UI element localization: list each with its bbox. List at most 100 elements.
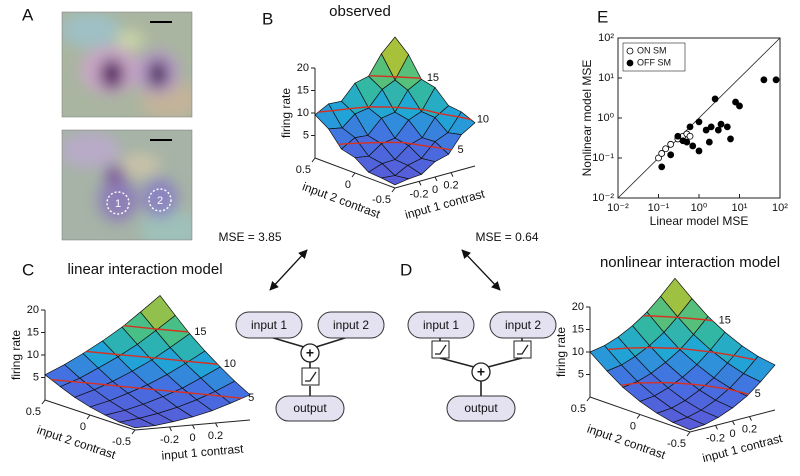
contour-line xyxy=(338,141,452,151)
receptive-field-image xyxy=(61,11,193,118)
node-label: output xyxy=(293,401,327,415)
data-point xyxy=(707,123,715,131)
operator: + xyxy=(477,364,485,380)
surface-facet xyxy=(118,417,156,429)
x-tick-label: 10² xyxy=(772,202,788,214)
z-tick-label: 10 xyxy=(297,107,309,119)
data-point xyxy=(689,142,697,150)
z-tick-label: 20 xyxy=(572,301,584,313)
comparison-arrow xyxy=(461,249,501,291)
x-tick-label: 0.2 xyxy=(742,424,757,436)
x-tick xyxy=(418,181,422,186)
x-tick xyxy=(732,420,735,426)
contour-label: 10 xyxy=(224,358,236,370)
data-point xyxy=(723,123,731,131)
z-axis-title: firing rate xyxy=(9,330,23,380)
x-tick xyxy=(215,422,218,428)
x-tick xyxy=(169,426,172,432)
x-tick-label: -0.2 xyxy=(160,434,179,446)
comparison-arrow xyxy=(269,249,308,291)
y-tick xyxy=(391,187,396,193)
x-tick-label: 0.2 xyxy=(443,180,458,192)
chart-title: linear interaction model xyxy=(67,261,222,278)
data-point xyxy=(686,132,694,140)
data-point xyxy=(686,123,694,131)
surface-facet xyxy=(672,416,706,431)
z-tick-label: 5 xyxy=(578,368,584,380)
y-tick-label: 0 xyxy=(80,421,86,433)
contour-label: 15 xyxy=(427,72,439,84)
y-axis-title: input 2 contrast xyxy=(35,423,118,462)
contour-line xyxy=(123,324,189,333)
z-tick-label: 20 xyxy=(297,62,309,74)
data-point xyxy=(772,76,780,84)
contour-line xyxy=(368,74,421,79)
contour-line xyxy=(607,346,756,361)
linear-diagram: input 1 input 2 + output xyxy=(235,311,385,422)
contour-label: 15 xyxy=(194,326,206,338)
z-tick-label: 20 xyxy=(27,304,39,316)
data-point xyxy=(683,138,691,146)
y-tick xyxy=(636,414,641,419)
contour-label: 15 xyxy=(719,315,731,327)
x-tick xyxy=(749,416,752,421)
contour-label: 5 xyxy=(248,392,254,404)
contour-line xyxy=(620,381,749,395)
operator: + xyxy=(306,345,314,361)
y-tick-label: 10² xyxy=(598,32,614,44)
y-tick xyxy=(86,414,91,420)
data-point xyxy=(736,102,743,110)
panel-letter: E xyxy=(597,7,608,26)
contour-label: 5 xyxy=(755,388,761,400)
y-tick-label: 0.5 xyxy=(296,164,311,176)
legend-box xyxy=(622,42,686,72)
data-point xyxy=(658,150,666,157)
x-tick-label: 10¹ xyxy=(732,202,748,214)
z-tick-label: 15 xyxy=(297,84,309,96)
y-tick-label: -0.5 xyxy=(112,436,131,448)
data-point xyxy=(702,126,710,134)
data-point xyxy=(695,118,703,126)
node-label: input 2 xyxy=(505,318,541,332)
legend-label: ON SM xyxy=(637,45,667,55)
chart-title: observed xyxy=(329,3,391,20)
y-tick-label: 10⁻¹ xyxy=(592,152,614,164)
x-tick-label: 0 xyxy=(189,432,195,444)
y-tick-label: 0 xyxy=(630,420,636,432)
contour-line xyxy=(86,350,218,365)
data-point xyxy=(714,126,722,134)
x-tick-label: -0.2 xyxy=(410,188,429,200)
contour-line xyxy=(318,106,471,121)
surface-chart: nonlinear interaction model 5 10 15 20 firing… xyxy=(554,254,784,465)
node-label: input 1 xyxy=(423,318,459,332)
data-point xyxy=(667,151,675,159)
roi-label: 1 xyxy=(115,198,121,210)
node-label: input 2 xyxy=(333,318,369,332)
y-tick-label: 10¹ xyxy=(598,72,614,84)
data-point xyxy=(655,154,662,162)
y-axis-title: Nonlinear model MSE xyxy=(580,60,594,177)
y-tick-label: -0.5 xyxy=(372,194,391,206)
z-axis-title: firing rate xyxy=(279,88,293,138)
x-tick xyxy=(715,425,718,430)
z-tick-label: 10 xyxy=(27,349,39,361)
x-tick-label: 10⁻¹ xyxy=(648,202,670,214)
receptive-field-image: 1 2 xyxy=(61,129,193,241)
y-axis-title: input 2 contrast xyxy=(585,422,668,463)
x-tick xyxy=(192,424,195,430)
surface-facet xyxy=(380,175,410,186)
nonlinear-diagram: input 1 input 2 + output xyxy=(407,311,557,422)
contour-label: 5 xyxy=(457,144,463,156)
mse-label: MSE = 3.85 xyxy=(218,230,281,244)
z-tick-label: 5 xyxy=(303,129,309,141)
y-tick-label: 0.5 xyxy=(26,406,41,418)
x-tick xyxy=(434,176,438,182)
x-tick-label: 0.2 xyxy=(208,430,223,442)
y-tick xyxy=(41,399,46,405)
panel-letter: C xyxy=(22,260,34,279)
data-point xyxy=(674,132,682,140)
z-tick-label: 15 xyxy=(27,326,39,338)
y-tick-label: -0.5 xyxy=(667,438,686,450)
surface-chart: observed 5 10 15 20 firing rate -0.5 0 0.5 input … xyxy=(279,3,489,222)
z-tick-label: 15 xyxy=(572,323,584,335)
